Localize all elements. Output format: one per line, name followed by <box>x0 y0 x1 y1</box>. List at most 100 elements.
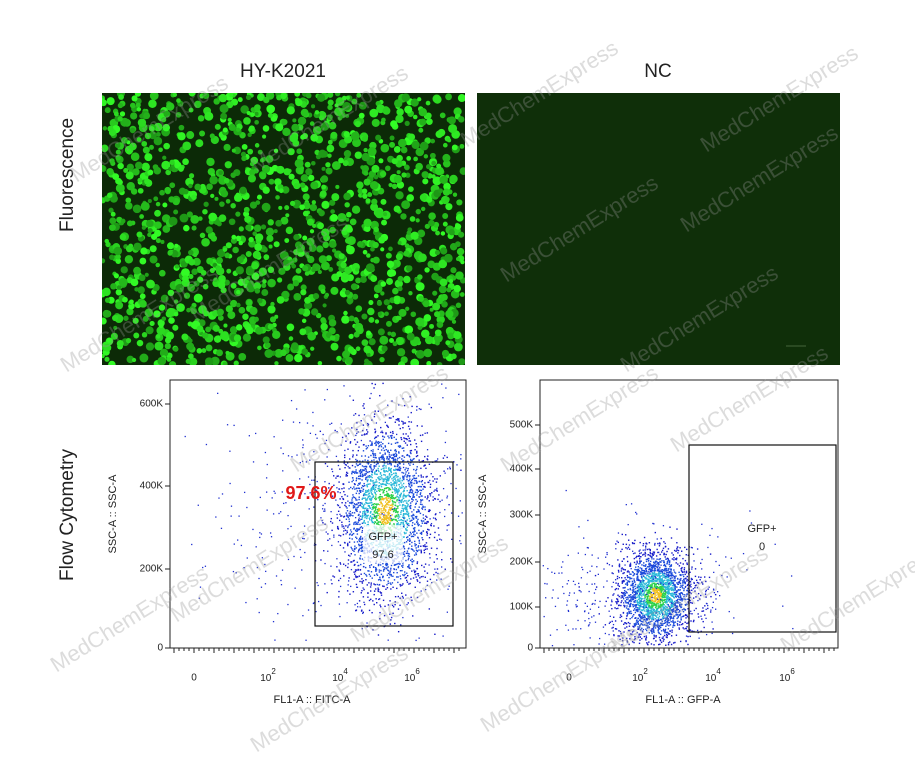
cell <box>440 293 448 301</box>
event <box>356 523 358 525</box>
event <box>355 492 358 495</box>
event <box>367 483 369 485</box>
event <box>412 499 414 501</box>
cell <box>117 102 124 109</box>
event <box>347 516 349 518</box>
cell <box>239 186 247 195</box>
event <box>418 459 420 461</box>
cell <box>267 305 276 314</box>
gate-percent: 97.6% <box>285 483 336 503</box>
event <box>361 516 363 519</box>
cell <box>348 333 354 340</box>
event <box>378 571 381 573</box>
event <box>350 561 352 563</box>
event <box>303 525 306 527</box>
event <box>387 582 389 585</box>
cell <box>287 148 295 156</box>
event <box>382 520 385 522</box>
gate <box>314 461 454 627</box>
event <box>692 553 695 555</box>
event <box>283 502 285 505</box>
event <box>311 479 313 481</box>
event <box>406 550 409 552</box>
cell <box>162 202 168 208</box>
event <box>394 501 396 504</box>
event <box>418 549 420 551</box>
event <box>395 511 398 513</box>
cell <box>185 358 191 364</box>
cell <box>252 231 258 236</box>
event <box>637 571 639 574</box>
event <box>359 555 362 557</box>
event <box>401 484 403 486</box>
event <box>336 475 338 477</box>
event <box>423 566 425 568</box>
event <box>368 570 370 572</box>
event <box>374 383 377 386</box>
cell <box>425 100 431 106</box>
event <box>402 433 405 435</box>
event <box>375 505 377 508</box>
event <box>287 528 289 530</box>
event <box>356 528 358 530</box>
cell <box>312 126 322 135</box>
cell <box>423 348 433 358</box>
cell <box>403 164 410 170</box>
cell <box>322 241 329 249</box>
event <box>361 582 364 584</box>
event <box>366 491 368 493</box>
event <box>411 478 414 481</box>
event <box>436 579 438 581</box>
event <box>383 507 386 510</box>
event <box>346 495 349 497</box>
event <box>384 517 386 519</box>
cell <box>328 121 337 130</box>
event <box>377 587 379 589</box>
event <box>629 587 631 590</box>
event <box>419 485 421 488</box>
event <box>362 504 365 507</box>
event <box>423 545 425 548</box>
event <box>348 512 350 514</box>
cell <box>430 152 436 159</box>
event <box>389 623 392 625</box>
cell <box>397 240 402 245</box>
event <box>394 421 397 423</box>
event <box>628 629 631 632</box>
cell <box>338 253 345 260</box>
event <box>403 493 405 495</box>
cell <box>325 255 332 262</box>
event <box>381 458 383 460</box>
event <box>264 563 266 566</box>
cell <box>304 271 310 276</box>
cell <box>219 104 229 114</box>
event <box>398 514 400 516</box>
event <box>450 512 453 514</box>
event <box>383 436 386 438</box>
cell <box>393 296 401 304</box>
cell <box>214 93 219 97</box>
cell <box>261 246 268 253</box>
event <box>382 504 384 507</box>
cell <box>320 261 330 271</box>
cell <box>344 289 351 296</box>
event <box>673 615 675 618</box>
cell <box>130 152 140 162</box>
cell <box>262 336 270 344</box>
cell <box>300 134 306 140</box>
cell <box>281 290 290 300</box>
event <box>669 641 671 643</box>
event <box>360 546 363 549</box>
event <box>344 564 347 567</box>
event <box>312 602 315 605</box>
event <box>618 630 620 632</box>
event <box>387 451 389 453</box>
event <box>426 534 428 536</box>
event <box>375 598 377 600</box>
event <box>359 475 361 477</box>
event <box>426 572 429 574</box>
cell <box>413 156 418 162</box>
event <box>356 507 358 509</box>
event <box>373 511 376 513</box>
